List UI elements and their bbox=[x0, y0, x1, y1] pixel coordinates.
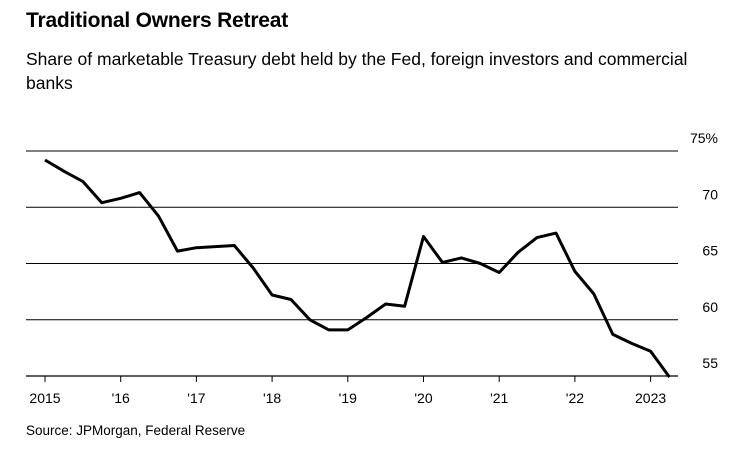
y-tick-label-65: 65 bbox=[702, 243, 718, 259]
x-tick-label-2022: '22 bbox=[566, 390, 584, 406]
y-tick-label-55: 55 bbox=[702, 355, 718, 371]
source-note: Source: JPMorgan, Federal Reserve bbox=[26, 423, 246, 438]
x-tick-label-2018: '18 bbox=[263, 390, 281, 406]
y-tick-label-70: 70 bbox=[702, 186, 718, 202]
chart-subtitle: Share of marketable Treasury debt held b… bbox=[26, 49, 688, 93]
y-tick-label-75: 75% bbox=[690, 130, 718, 146]
x-tick-label-2019: '19 bbox=[339, 390, 357, 406]
x-tick-label-2021: '21 bbox=[490, 390, 508, 406]
x-tick-label-2023: 2023 bbox=[635, 390, 666, 406]
chart-title: Traditional Owners Retreat bbox=[26, 9, 289, 32]
x-tick-label-2017: '17 bbox=[187, 390, 205, 406]
x-tick-label-2016: '16 bbox=[112, 390, 130, 406]
y-tick-label-60: 60 bbox=[702, 299, 718, 315]
x-tick-label-2015: 2015 bbox=[29, 390, 60, 406]
x-tick-label-2020: '20 bbox=[414, 390, 432, 406]
series-line-0 bbox=[44, 158, 671, 378]
